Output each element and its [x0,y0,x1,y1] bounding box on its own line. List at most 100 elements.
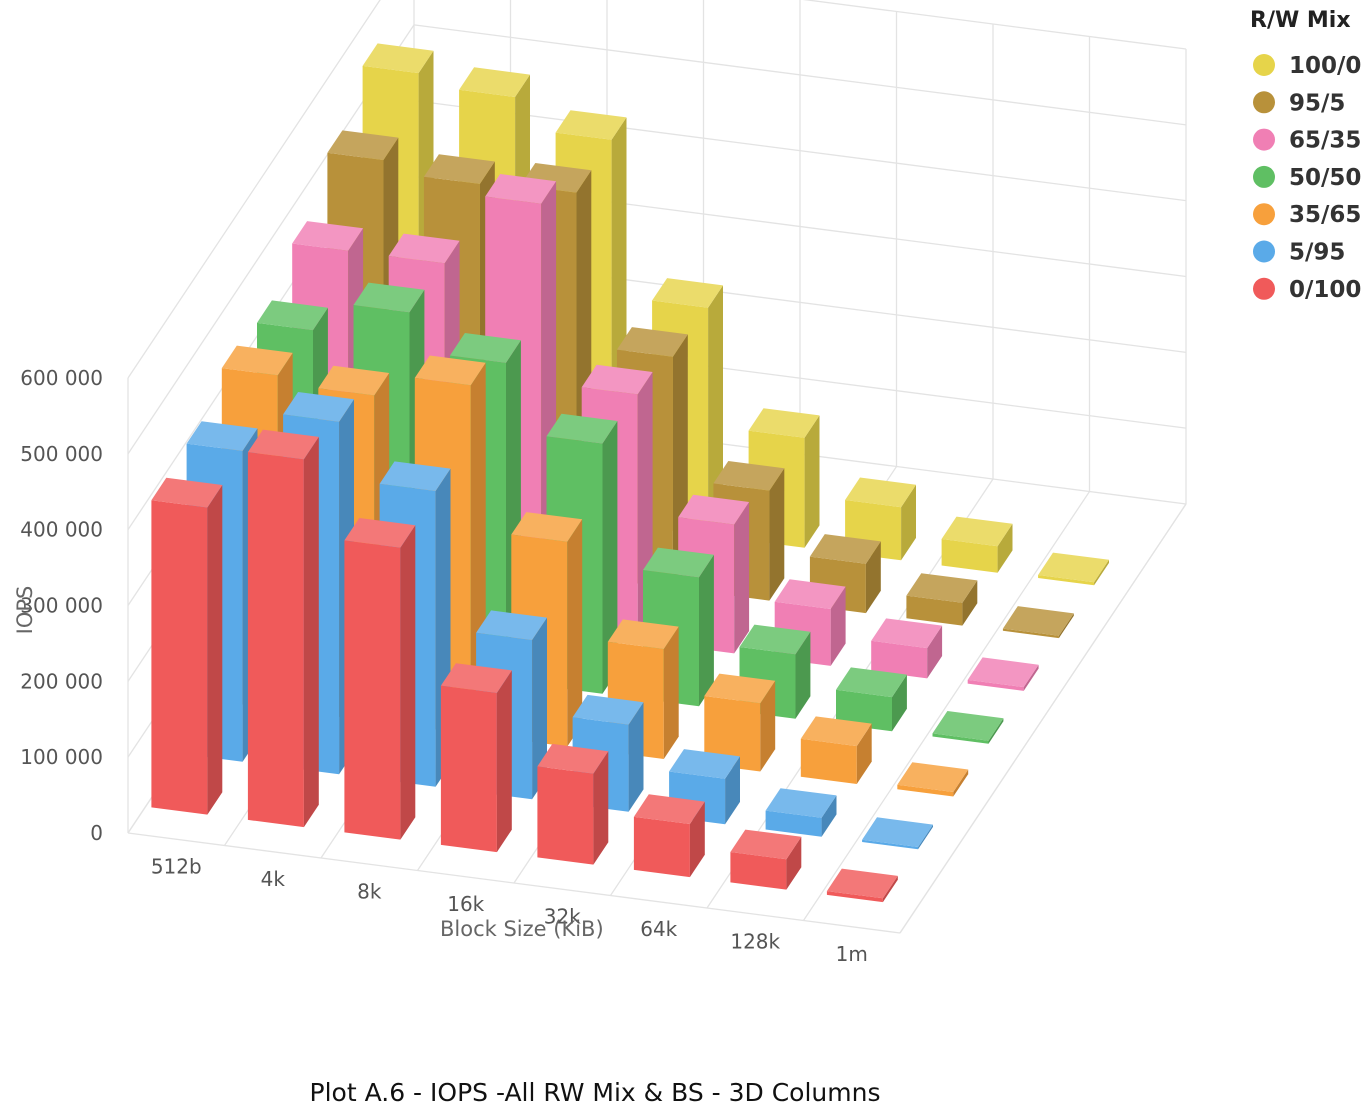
bar-top-face [1038,552,1109,583]
bar-front-face [826,891,883,903]
bar-side-face [786,836,802,890]
bar [941,516,1013,573]
bar-top-face [826,868,898,899]
bar-side-face [795,631,811,719]
bar [862,817,933,850]
x-tick-label: 1m [836,942,868,966]
bar-side-face [760,680,776,772]
bar-top-face [476,610,547,640]
bar [897,762,969,797]
bar-top-face [414,355,486,386]
bar-top-face [748,408,820,438]
bar-top-face [459,67,530,97]
bar-top-face [871,618,943,649]
legend-item[interactable]: 95/5 [1253,90,1345,116]
bar-side-face [1023,664,1039,691]
bar-side-face [882,875,898,903]
legend-label: 50/50 [1289,165,1361,191]
bar-top-face [572,694,644,725]
bar-side-face [708,285,723,536]
bar-side-face [663,626,679,759]
back-wall-gridline [802,0,1187,50]
legend-item[interactable]: 100/0 [1253,53,1361,79]
bar-top-face [836,667,907,698]
floor-front-edge [127,832,901,934]
bar-front-face [537,766,594,865]
bar-side-face [1058,613,1074,639]
bar-front-face [1002,628,1059,639]
legend-label: 95/5 [1289,90,1345,116]
legend-title: R/W Mix [1250,8,1351,33]
bar-top-face [257,300,328,331]
bar [765,788,837,837]
bar [730,829,802,890]
bar-side-face [892,674,907,732]
bar-top-face [546,413,618,444]
bar-front-face [1038,575,1095,586]
floor-right-edge [899,503,1187,934]
legend-item[interactable]: 50/50 [1253,165,1361,191]
x-axis-title: Block Size (KiB) [440,917,604,941]
bar-side-face [593,751,609,865]
floor-gridline [802,491,1091,921]
bar-top-face [292,221,364,251]
bar-top-face [809,534,881,564]
bar-front-face [765,810,822,837]
bar-side-face [689,801,705,878]
bar-side-face [927,625,943,679]
y-tick-label: 500 000 [20,442,103,466]
bar-side-face [400,525,416,840]
bar-side-face [628,702,644,812]
bar-top-face [423,154,495,184]
bar-top-face [450,333,521,363]
bar-front-face [633,816,690,878]
legend-swatch [1253,128,1275,151]
bar-side-face [988,718,1004,744]
bar-top-face [652,278,723,308]
bar-top-face [581,364,653,395]
x-tick-label: 64k [640,917,677,941]
bar-side-face [496,670,512,853]
bar-top-face [845,477,916,508]
bar-front-face [897,784,954,797]
legend-item[interactable]: 5/95 [1253,240,1345,266]
y-axis-ticks: 0 100 000 200 000 300 000 400 000 500 000 600 … [20,366,103,845]
bar [537,743,609,865]
legend-swatch [1253,240,1275,263]
bar-top-face [765,788,837,818]
y-tick-label: 0 [90,821,103,845]
bar-side-face [532,617,547,800]
bar-top-face [704,673,776,704]
chart-bars [151,43,1109,903]
legend-item[interactable]: 65/35 [1253,128,1361,154]
bar-front-face [871,640,928,679]
bar-front-face [967,679,1024,691]
bar-top-face [318,365,390,396]
bar-side-face [303,436,319,828]
y-tick-label: 200 000 [20,669,103,693]
bar-side-face [953,769,969,797]
bar-front-face [151,500,208,815]
bar-top-face [616,327,688,357]
bar-side-face [901,484,916,561]
legend-label: 5/95 [1289,240,1345,266]
x-tick-label: 512b [151,854,202,878]
x-tick-label: 128k [730,929,780,953]
bar-top-face [713,461,785,491]
bar-front-face [440,685,497,853]
bar-top-face [730,829,802,860]
legend-item[interactable]: 0/100 [1253,277,1361,303]
bar-top-face [941,516,1013,547]
x-tick-label: 4k [261,867,286,891]
legend-label: 0/100 [1289,277,1361,303]
legend-item[interactable]: 35/65 [1253,202,1361,228]
legend-swatch [1253,203,1275,226]
bar-front-face [932,733,989,744]
bar [800,716,872,784]
bar [633,794,705,878]
legend-swatch [1253,54,1275,76]
bar-top-face [932,711,1004,741]
bar-top-face [643,547,714,578]
bar-side-face [997,523,1013,573]
